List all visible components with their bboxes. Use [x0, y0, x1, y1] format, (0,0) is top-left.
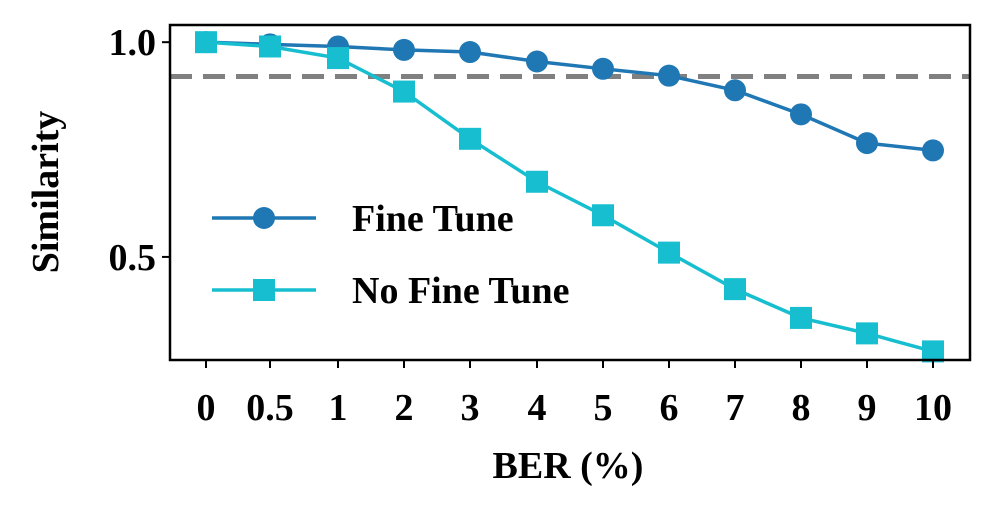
x-tick-label: 10 — [914, 387, 952, 429]
data-point — [592, 57, 614, 80]
data-point — [790, 103, 812, 126]
data-point — [724, 79, 746, 102]
x-axis-label: BER (%) — [493, 445, 644, 487]
data-point — [658, 64, 680, 87]
x-tick-label: 8 — [792, 387, 811, 429]
x-tick-label: 7 — [726, 387, 745, 429]
plot-frame — [168, 23, 972, 362]
x-tick-label: 3 — [461, 387, 480, 429]
legend-marker-1 — [253, 279, 275, 301]
data-point — [459, 127, 481, 150]
data-point — [790, 306, 812, 329]
y-tick-label: 1.0 — [109, 22, 157, 64]
x-tick-label: 4 — [528, 387, 547, 429]
data-point — [526, 170, 548, 193]
legend-label-0: Fine Tune — [352, 198, 514, 240]
plot-area — [170, 31, 970, 363]
x-tick-label: 0.5 — [246, 387, 294, 429]
data-point — [459, 41, 481, 64]
data-point — [724, 278, 746, 301]
x-tick-label: 5 — [594, 387, 613, 429]
data-point — [658, 241, 680, 264]
data-point — [393, 38, 415, 61]
data-point — [195, 31, 217, 54]
x-tick-label: 6 — [660, 387, 679, 429]
data-point — [856, 322, 878, 345]
axes: 0 0.5 1 2 3 4 5 6 7 8 9 10 0.5 1.0 — [109, 22, 972, 429]
y-tick-label: 0.5 — [109, 237, 157, 279]
data-point — [393, 80, 415, 103]
data-point — [526, 50, 548, 73]
data-point — [922, 340, 944, 363]
x-tick-label: 0 — [197, 387, 216, 429]
x-tick-label: 2 — [395, 387, 414, 429]
x-tick-label: 9 — [858, 387, 877, 429]
legend-marker-0 — [253, 207, 275, 229]
x-tick-label: 1 — [329, 387, 348, 429]
series-line-0 — [205, 40, 934, 153]
data-point — [259, 35, 281, 58]
data-point — [922, 139, 944, 162]
data-point — [327, 47, 349, 70]
legend-label-1: No Fine Tune — [352, 270, 570, 312]
legend: Fine Tune No Fine Tune — [212, 198, 570, 312]
data-point — [856, 132, 878, 155]
data-point — [592, 204, 614, 227]
y-axis-label: Similarity — [25, 111, 67, 274]
